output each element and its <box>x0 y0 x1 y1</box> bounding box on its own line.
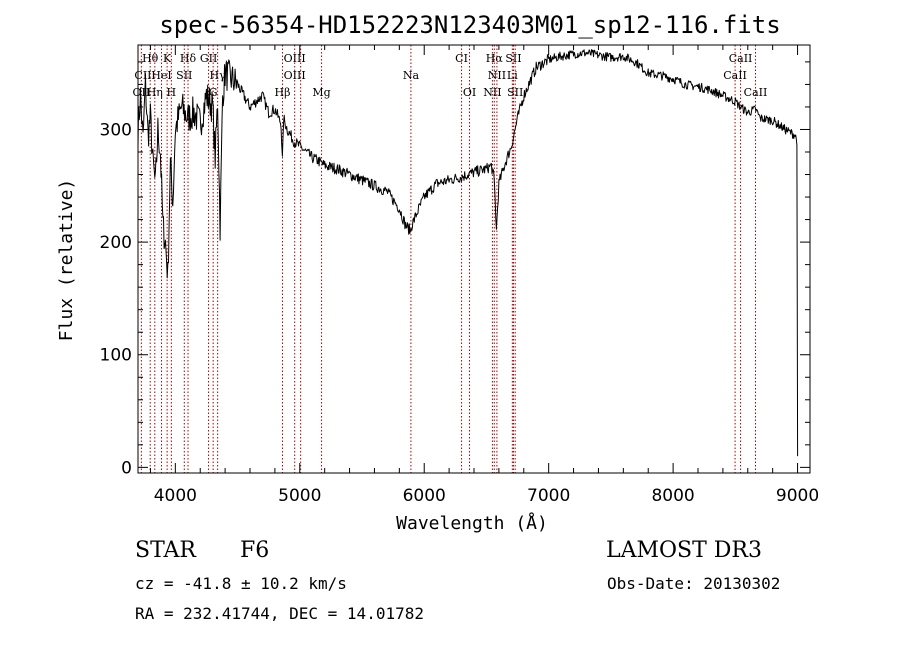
line-label: Na <box>403 69 420 82</box>
x-tick-label: 5000 <box>278 486 321 506</box>
x-tick-label: 9000 <box>776 486 819 506</box>
spectrum-series <box>137 49 799 457</box>
y-tick-label: 200 <box>100 233 132 253</box>
line-label: Mg <box>312 86 330 99</box>
x-tick-label: 6000 <box>403 486 446 506</box>
line-label: OIII <box>284 69 306 82</box>
spectrum-line <box>137 49 799 457</box>
obs-date-text: Obs-Date: 20130302 <box>607 574 781 593</box>
x-tick-label: 4000 <box>154 486 197 506</box>
line-label: G <box>209 86 218 99</box>
line-label: SII <box>507 86 523 99</box>
line-label: Hγ <box>210 69 227 82</box>
line-label: Hδ <box>180 52 197 65</box>
emission-line-markers <box>140 45 756 473</box>
redshift-text: cz = -41.8 ± 10.2 km/s <box>135 574 347 593</box>
line-label: NII <box>488 69 506 82</box>
line-label: CI <box>455 52 468 65</box>
y-tick-label: 0 <box>121 458 132 478</box>
y-tick-label: 100 <box>100 346 132 366</box>
line-label: HeI <box>151 69 171 82</box>
line-label: H <box>167 86 177 99</box>
line-label: NII <box>483 86 501 99</box>
x-tick-label: 7000 <box>527 486 570 506</box>
line-label: GII <box>200 52 217 65</box>
line-label: Hθ <box>142 52 159 65</box>
coordinates-text: RA = 232.41744, DEC = 14.01782 <box>135 604 424 623</box>
x-axis-ticks: 4000 5000 6000 7000 8000 9000 <box>149 45 819 506</box>
line-label: CaII <box>723 69 747 82</box>
plot-frame <box>137 44 811 474</box>
line-label: Hβ <box>275 86 291 99</box>
line-label: OI <box>463 86 476 99</box>
line-label: SII <box>505 52 521 65</box>
object-class: STAR <box>135 538 196 563</box>
line-label: Hη <box>147 86 163 99</box>
line-label: K <box>163 52 172 65</box>
y-axis-ticks: 0 100 200 300 <box>100 61 810 478</box>
y-axis-label: Flux (relative) <box>56 179 77 342</box>
object-subclass: F6 <box>240 538 270 563</box>
y-tick-label: 300 <box>100 120 132 140</box>
line-label: SII <box>176 69 192 82</box>
line-label: Hα <box>486 52 504 65</box>
x-tick-label: 8000 <box>651 486 694 506</box>
line-label: Li <box>507 69 518 82</box>
line-label: OIII <box>284 52 306 65</box>
x-axis-label: Wavelength (Å) <box>396 512 548 534</box>
survey-name: LAMOST DR3 <box>606 538 762 563</box>
chart-title: spec-56354-HD152223N123403M01_sp12-116.f… <box>159 11 780 39</box>
line-label: CaII <box>744 86 768 99</box>
line-label: CaII <box>729 52 753 65</box>
line-label: CII <box>134 69 151 82</box>
